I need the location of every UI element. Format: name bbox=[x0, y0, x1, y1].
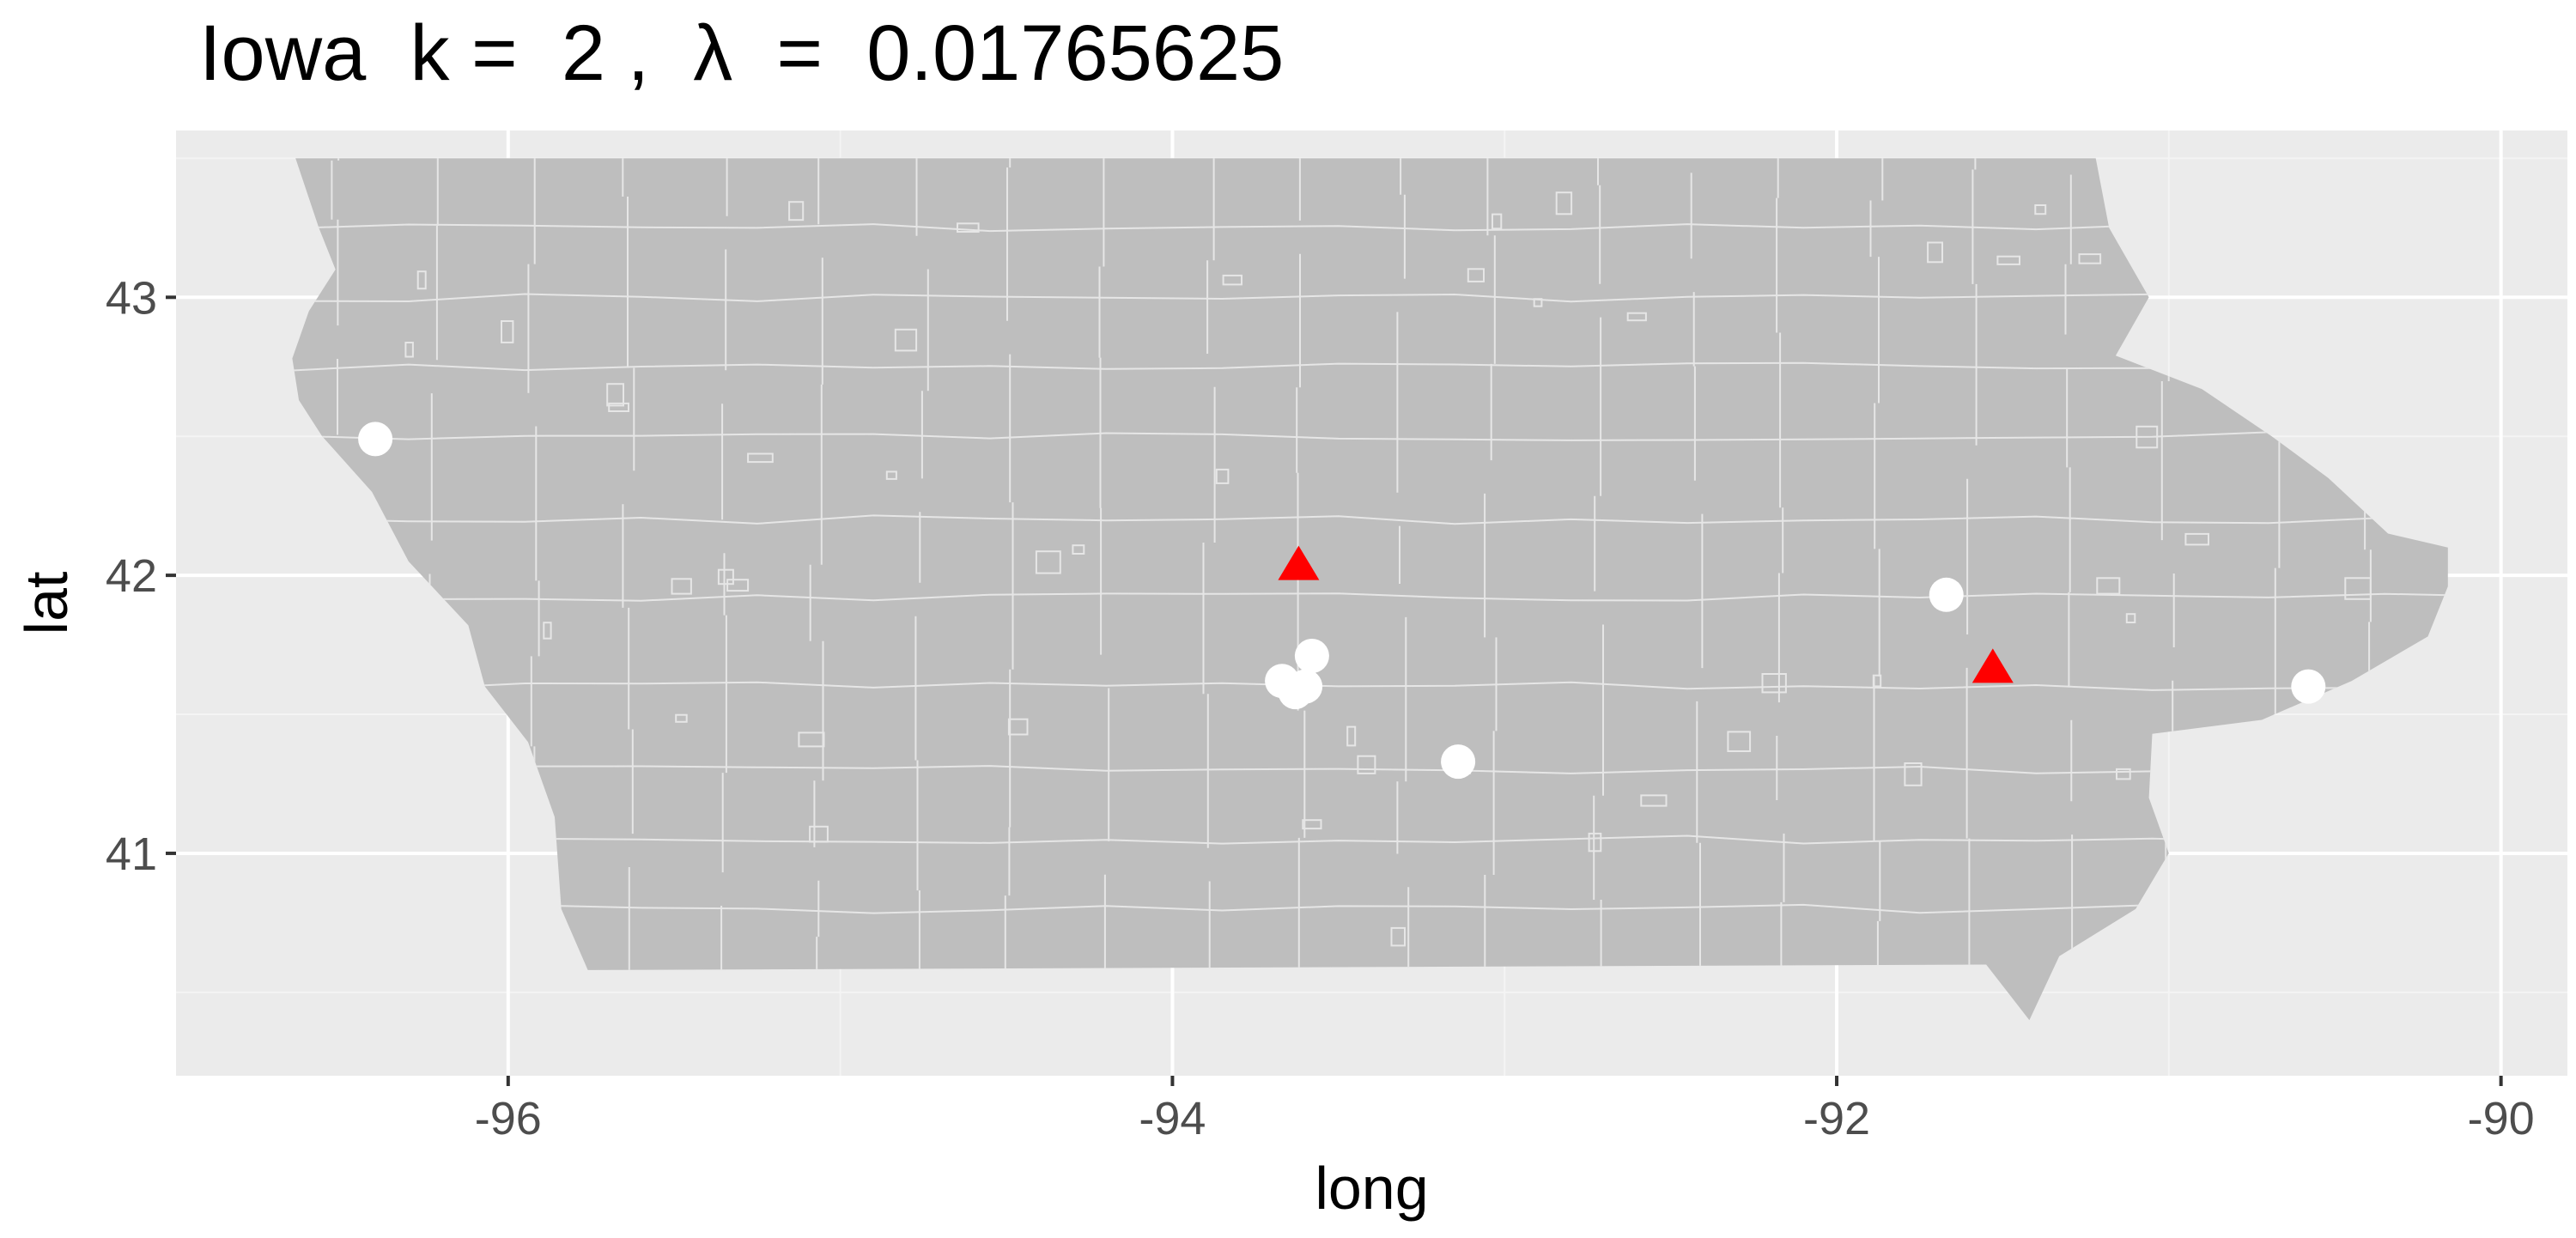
x-tick-label: -96 bbox=[475, 1093, 542, 1144]
boundary-line bbox=[1965, 158, 1978, 992]
tract-boundaries bbox=[292, 158, 2448, 992]
boundary-line bbox=[2064, 174, 2074, 992]
boundary-line bbox=[2136, 425, 2159, 449]
location-point bbox=[1288, 669, 1323, 704]
plot-title: Iowa k = 2 , λ = 0.01765625 bbox=[199, 9, 1285, 97]
boundary-line bbox=[1222, 274, 1242, 286]
location-point bbox=[1929, 577, 1964, 612]
y-tick-label: 41 bbox=[106, 828, 157, 880]
boundary-line bbox=[292, 223, 2448, 233]
boundary-line bbox=[1302, 819, 1322, 830]
boundary-line bbox=[2034, 204, 2047, 215]
boundary-line bbox=[726, 579, 750, 592]
x-axis-title: long bbox=[1315, 1155, 1428, 1222]
location-point bbox=[1441, 744, 1476, 780]
boundary-line bbox=[292, 592, 2448, 602]
y-axis-title: lat bbox=[13, 572, 80, 635]
boundary-line bbox=[404, 342, 414, 358]
boundary-line bbox=[1904, 762, 1923, 786]
boundary-line bbox=[1626, 312, 1647, 322]
boundary-line bbox=[1593, 158, 1604, 992]
boundary-line bbox=[608, 402, 630, 412]
boundary-line bbox=[2078, 253, 2102, 264]
iowa-state-shape bbox=[292, 158, 2448, 1021]
boundary-line bbox=[292, 514, 2448, 525]
boundary-line bbox=[1533, 298, 1543, 307]
boundary-line bbox=[1872, 674, 1882, 688]
boundary-line bbox=[1098, 158, 1110, 992]
boundary-line bbox=[885, 470, 897, 480]
center-triangle bbox=[1278, 545, 1320, 580]
boundary-line bbox=[2344, 577, 2372, 600]
boundary-line bbox=[957, 222, 980, 233]
boundary-line bbox=[416, 270, 427, 290]
location-point bbox=[358, 422, 393, 457]
boundary-line bbox=[798, 731, 825, 748]
boundary-line bbox=[292, 431, 2448, 441]
boundary-line bbox=[2184, 532, 2209, 546]
boundary-line bbox=[894, 328, 918, 352]
boundary-line bbox=[671, 578, 692, 595]
boundary-line bbox=[1484, 158, 1498, 992]
x-tick-label: -92 bbox=[1803, 1093, 1870, 1144]
boundary-line bbox=[788, 201, 805, 222]
location-point bbox=[1294, 639, 1329, 673]
y-tick-label: 42 bbox=[106, 550, 157, 602]
boundary-line bbox=[622, 158, 635, 992]
boundary-line bbox=[292, 361, 2448, 372]
boundary-line bbox=[1296, 158, 1306, 992]
boundary-line bbox=[1588, 832, 1602, 853]
boundary-line bbox=[747, 452, 774, 464]
boundary-line bbox=[1761, 673, 1787, 694]
boundary-line bbox=[1690, 173, 1704, 992]
boundary-line bbox=[501, 320, 514, 343]
axes: -96 -94 -92 -90 41 42 43 bbox=[106, 272, 2535, 1144]
x-tick-label: -94 bbox=[1139, 1093, 1206, 1144]
x-tick-label: -90 bbox=[2468, 1093, 2535, 1144]
boundary-line bbox=[1555, 191, 1573, 215]
boundary-line bbox=[809, 158, 824, 992]
y-tick-label: 43 bbox=[106, 272, 157, 324]
boundary-line bbox=[1776, 158, 1785, 992]
boundary-line bbox=[1467, 268, 1485, 282]
boundary-line bbox=[809, 825, 829, 843]
center-triangle bbox=[1971, 648, 2014, 683]
boundary-line bbox=[1202, 158, 1216, 992]
marker-layer bbox=[358, 422, 2326, 780]
boundary-line bbox=[1869, 158, 1884, 992]
boundary-line bbox=[1640, 794, 1668, 807]
boundary-line bbox=[1346, 725, 1357, 747]
boundary-line bbox=[717, 568, 734, 586]
boundary-line bbox=[1396, 158, 1410, 992]
boundary-line bbox=[1727, 731, 1752, 753]
boundary-line bbox=[543, 622, 552, 640]
boundary-line bbox=[2125, 613, 2136, 624]
boundary-line bbox=[1035, 550, 1061, 574]
boundary-line bbox=[2096, 577, 2121, 595]
boundary-line bbox=[1357, 755, 1376, 774]
boundary-line bbox=[1072, 544, 1085, 555]
boundary-line bbox=[1390, 926, 1406, 947]
location-point bbox=[2291, 669, 2326, 704]
boundary-line bbox=[606, 383, 625, 407]
boundary-line bbox=[1996, 255, 2020, 265]
state-map bbox=[292, 158, 2448, 1021]
boundary-line bbox=[914, 158, 929, 992]
boundary-line bbox=[1215, 468, 1230, 484]
boundary-line bbox=[1004, 158, 1014, 992]
boundary-line bbox=[2116, 768, 2131, 780]
boundary-line bbox=[1927, 241, 1944, 264]
boundary-line bbox=[1492, 213, 1503, 230]
boundary-line bbox=[292, 292, 2448, 303]
boundary-line bbox=[1007, 718, 1029, 736]
boundary-line bbox=[675, 713, 688, 723]
